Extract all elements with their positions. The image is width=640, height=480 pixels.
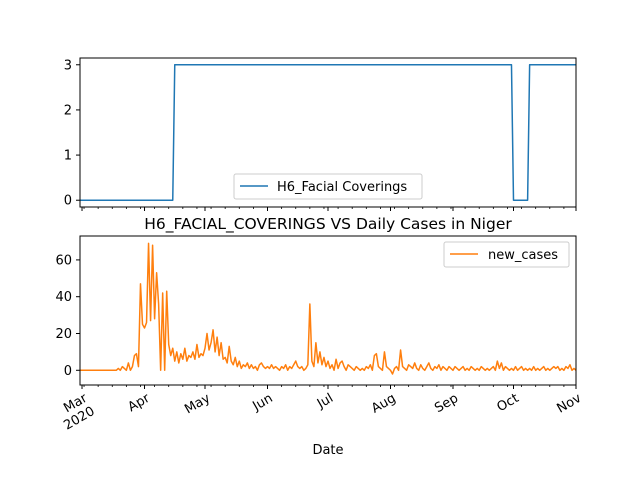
bottom-legend-box [443, 241, 570, 268]
bottom-y-tick-label: 0 [64, 364, 72, 379]
x-tick-label-group: Jul [314, 391, 336, 412]
top-y-tick-label: 3 [64, 58, 72, 73]
top-y-tick-label: 0 [64, 194, 72, 209]
x-axis-label: Date [312, 443, 343, 458]
top-y-tick-label: 2 [64, 103, 72, 118]
bottom-y-tick-label: 60 [55, 253, 72, 268]
bottom-y-tick-label: 40 [55, 290, 72, 305]
new-cases-series [80, 242, 577, 375]
facial-coverings-panel: 0 1 2 3 H6_Facial Coverings [64, 57, 577, 211]
chart-title: H6_FACIAL_COVERINGS VS Daily Cases in Ni… [144, 215, 512, 234]
bottom-legend-label: new_cases [488, 248, 558, 263]
top-legend-label: H6_Facial Coverings [277, 180, 407, 195]
bottom-y-tick-label: 20 [55, 327, 72, 342]
top-y-tick-label: 1 [64, 149, 72, 164]
bottom-legend: new_cases [443, 241, 570, 268]
x-tick-label: Jul [314, 391, 336, 412]
top-axes: 0 1 2 3 [64, 57, 577, 211]
facial-coverings-line [80, 64, 576, 201]
top-legend: H6_Facial Coverings [233, 173, 423, 200]
facial-coverings-series [80, 64, 576, 201]
top-legend-box [233, 173, 423, 200]
new-cases-line [80, 242, 577, 375]
